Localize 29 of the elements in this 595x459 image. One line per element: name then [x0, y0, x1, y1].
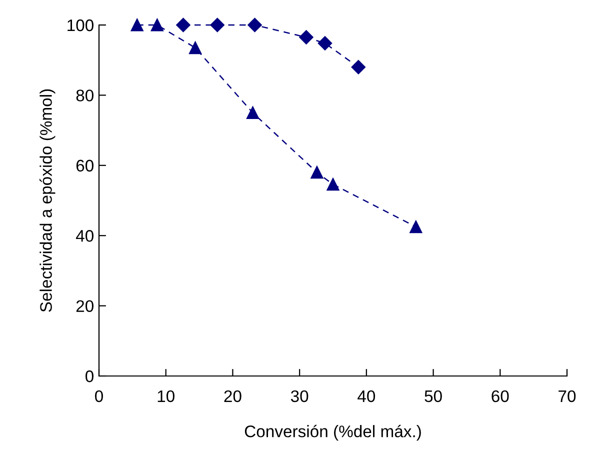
x-tick-label: 30 [290, 390, 308, 402]
point [246, 106, 260, 119]
point [210, 18, 224, 32]
y-tick-label: 100 [68, 19, 94, 32]
point [326, 178, 340, 191]
point [150, 18, 164, 32]
x-tick-label: 10 [158, 390, 174, 402]
point [310, 166, 324, 179]
point [248, 18, 262, 32]
y-tick-label: 80 [76, 90, 94, 102]
x-tick-label: 60 [492, 390, 509, 402]
y-tick-label: 20 [76, 300, 94, 312]
x-tick-label: 70 [558, 390, 576, 402]
x-axis-title: Conversión (%del máx.) [244, 424, 421, 441]
point [130, 18, 144, 32]
point [176, 18, 190, 32]
point [189, 42, 202, 54]
y-tick-label: 40 [76, 230, 94, 242]
y-axis-title: Selectividad a epóxido (%mol) [39, 89, 56, 312]
x-tick-label: 20 [224, 390, 242, 402]
point [299, 30, 314, 44]
x-tick-label: 40 [358, 390, 376, 402]
y-tick-label: 0 [86, 370, 94, 382]
point [410, 220, 422, 234]
point [351, 60, 366, 74]
point [318, 36, 332, 50]
x-tick-label: 50 [424, 390, 442, 402]
x-tick-label: 0 [95, 390, 103, 402]
y-tick-label: 60 [76, 160, 94, 172]
